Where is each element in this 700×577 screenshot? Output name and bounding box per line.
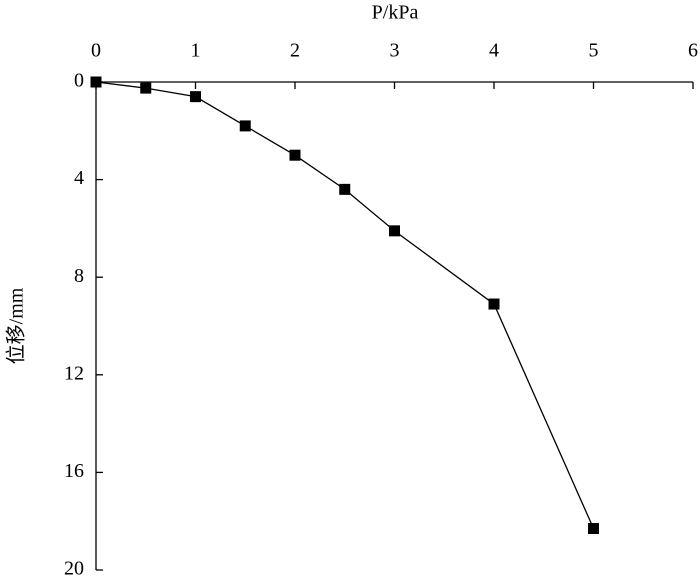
y-tick-label: 8 [74, 265, 84, 287]
y-tick-label: 0 [74, 70, 84, 92]
data-point [90, 76, 102, 88]
x-axis-label: P/kPa [372, 2, 419, 24]
data-point [389, 225, 400, 237]
y-tick-label: 4 [74, 167, 84, 189]
data-point [140, 82, 152, 94]
x-tick-label: 5 [589, 40, 599, 62]
x-tick-label: 0 [91, 40, 101, 62]
data-point [239, 120, 251, 132]
x-tick-label: 1 [191, 40, 201, 62]
data-point [339, 183, 351, 195]
data-point [289, 149, 301, 161]
x-tick-label: 3 [390, 40, 400, 62]
y-axis-label: 位移/mm [5, 287, 28, 364]
data-point [588, 523, 599, 535]
data-point [190, 91, 201, 103]
x-tick-label: 2 [290, 40, 300, 62]
data-point [488, 298, 500, 310]
x-tick-label: 6 [688, 40, 698, 62]
series-line [95, 81, 595, 529]
y-tick-label: 20 [64, 558, 84, 577]
x-tick-label: 4 [489, 40, 499, 62]
y-tick-label: 12 [64, 362, 84, 384]
y-tick-label: 16 [64, 460, 84, 482]
